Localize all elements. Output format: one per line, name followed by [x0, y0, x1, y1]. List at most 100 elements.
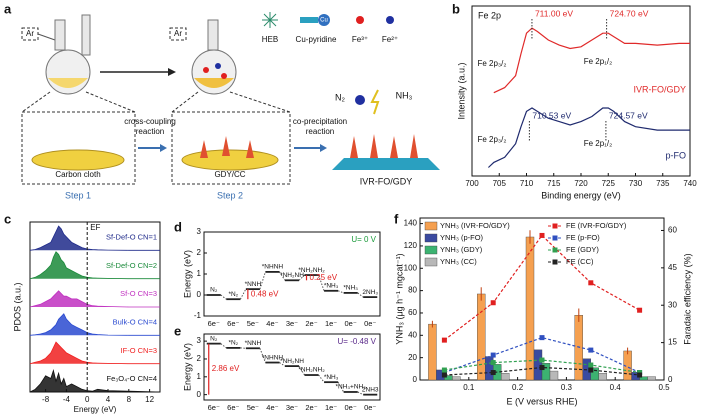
ion: [215, 63, 221, 69]
level-label: 2NH₃: [362, 289, 378, 296]
gas-line: [37, 33, 56, 41]
level-label: *NHNH: [262, 354, 284, 361]
gas-out: NH₃: [396, 90, 413, 100]
x-tick-label: 0.1: [463, 383, 475, 392]
y-tick-label: 100: [404, 263, 418, 272]
x-tick-label: 730: [629, 179, 643, 188]
level-label: *NH₃+NH₃: [335, 384, 366, 391]
x-tick-label: 700: [465, 179, 479, 188]
legend-label: FE (IVR-FO/GDY): [566, 221, 627, 230]
x-axis-label: Energy (eV): [74, 405, 117, 414]
x-tick-label: 5e⁻: [247, 319, 259, 328]
bar: [501, 373, 510, 381]
level-label: 2NH3: [362, 386, 379, 393]
x-tick-label: 1e⁻: [325, 403, 337, 412]
x-tick-label: 710: [520, 179, 534, 188]
fe-marker: [588, 367, 594, 373]
ivr-fibers: [350, 134, 418, 158]
y-axis-label: Intensity (a.u.): [456, 62, 466, 119]
cu-icon: [318, 14, 330, 26]
series-label: Sf-O CN=3: [120, 289, 157, 298]
peak-annotation: Fe 2p₃/₂: [477, 59, 506, 68]
fe-marker: [490, 352, 496, 358]
y-tick-label: 1: [197, 372, 202, 381]
reaction-label: co-precipitation: [293, 117, 347, 126]
y2-tick-label: 30: [668, 300, 677, 309]
panel-label: c: [4, 211, 11, 226]
fe-marker: [637, 372, 643, 378]
level-label: *N₂: [228, 291, 238, 298]
legend-swatch: [424, 257, 438, 267]
zoom-line: [229, 91, 291, 113]
legend-marker: [552, 259, 558, 265]
fe-marker: [588, 280, 594, 286]
x-axis-label: E (V versus RHE): [506, 396, 577, 406]
gdy-fibers: [200, 136, 254, 158]
fe-marker: [490, 360, 496, 366]
legend-label: FE (p-FO): [566, 233, 600, 242]
bar: [598, 373, 607, 381]
y-tick-label: 2: [197, 354, 202, 363]
bar: [428, 323, 437, 381]
x-tick-label: 0.3: [561, 383, 573, 392]
energy-annotation: 0.48 eV: [251, 289, 279, 298]
x-tick-label: 0.5: [658, 383, 670, 392]
level-label: *N₂: [228, 340, 238, 347]
panel-label: f: [394, 211, 399, 226]
peak-label: 710.53 eV: [532, 110, 571, 120]
x-tick-label: 0e⁻: [364, 319, 376, 328]
fe-marker: [539, 232, 545, 238]
plot-frame: [203, 333, 381, 401]
step-box: [21, 111, 136, 185]
level-label: *NNH: [245, 281, 262, 288]
peak-label: 724.70 eV: [610, 8, 649, 18]
arrow-head: [168, 68, 176, 76]
level-connector: [357, 292, 364, 298]
n2-icon: [355, 95, 365, 105]
reaction-label: reaction: [306, 127, 334, 136]
legend-label: Fe³⁺: [352, 35, 368, 44]
x-tick-label: 0e⁻: [345, 319, 357, 328]
legend-swatch: [424, 221, 438, 231]
fe-marker: [490, 300, 496, 306]
gas-label: Ar: [174, 29, 182, 38]
level-label: *NH₂NH: [280, 272, 304, 279]
panel-label: a: [4, 1, 12, 16]
peak-label: 711.00 eV: [535, 8, 573, 18]
x-tick-label: -8: [42, 395, 50, 404]
y-tick-label: 0: [413, 375, 418, 384]
y-tick-label: 1: [197, 269, 202, 278]
heb-icon: [262, 12, 278, 28]
level-label: *NH₂NH₂: [298, 267, 325, 274]
x-axis-label: Binding energy (eV): [541, 190, 621, 200]
y-axis-label: PDOS (a.u.): [12, 282, 22, 331]
x-tick-label: 8: [127, 395, 132, 404]
panel-label: b: [452, 1, 460, 16]
x-tick-label: 715: [547, 179, 561, 188]
fe-marker: [441, 337, 447, 343]
pdos-area: [29, 251, 160, 280]
fe-marker: [441, 367, 447, 373]
y-axis-label: YNH₃ (μg h⁻¹ mgcat⁻¹): [394, 253, 404, 344]
level-connector: [279, 362, 286, 367]
flask-neck: [54, 19, 66, 51]
arrow-head: [320, 144, 327, 152]
level-connector: [318, 374, 325, 383]
bar: [549, 370, 559, 381]
y2-tick-label: 60: [668, 226, 677, 235]
y-tick-label: 120: [404, 241, 418, 250]
fe-line: [444, 359, 640, 374]
arrow-head: [160, 144, 167, 152]
bar: [525, 236, 535, 381]
substrate-label: Carbon cloth: [55, 170, 100, 179]
fe-marker: [588, 362, 594, 368]
y-tick-label: 2: [197, 248, 202, 257]
series-label: Bulk-O CN=4: [113, 318, 157, 327]
panel-label: e: [174, 323, 181, 338]
x-tick-label: 2e⁻: [305, 403, 317, 412]
peak-label: 724.57 eV: [609, 110, 648, 120]
legend-marker: [552, 235, 558, 241]
level-label: *NHNH: [262, 264, 284, 271]
y-tick-label: 40: [408, 330, 417, 339]
